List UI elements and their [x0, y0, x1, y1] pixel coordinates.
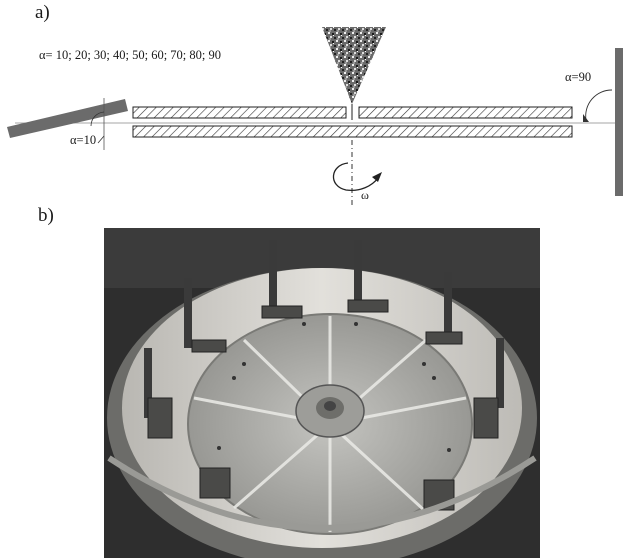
- angle-list-text: α= 10; 20; 30; 40; 50; 60; 70; 80; 90: [39, 48, 222, 62]
- rotation-arrow: [332, 162, 379, 192]
- right-impact-plate: [615, 48, 623, 196]
- angle-right-label: α=90: [565, 70, 592, 84]
- panel-a-label: a): [35, 2, 50, 23]
- upper-disc-left: [132, 106, 347, 119]
- panel-b-label: b): [38, 205, 54, 226]
- omega-label: ω: [361, 188, 369, 202]
- schematic-diagram: [7, 27, 623, 205]
- angle-left-label: α=10: [70, 133, 97, 147]
- apparatus-photo-drawing: [104, 228, 540, 558]
- upper-disc-right: [358, 106, 573, 119]
- feed-hopper: [322, 27, 386, 104]
- left-impact-plate: [7, 99, 128, 138]
- lower-disc: [132, 125, 573, 138]
- right-angle-arc: [585, 89, 613, 121]
- apparatus-photo: [104, 228, 540, 558]
